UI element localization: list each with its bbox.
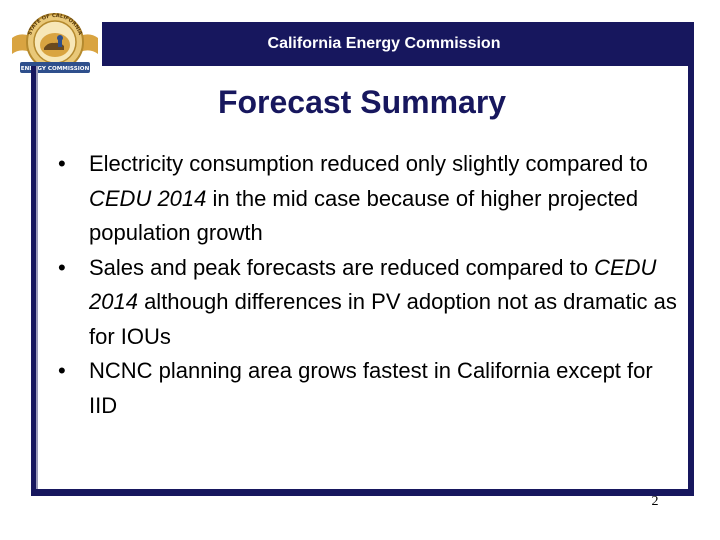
state-of-california-energy-commission-seal-icon: STATE OF CALIFORNIA ENERGY COMMISSION — [12, 13, 98, 73]
slide-title: Forecast Summary — [217, 84, 507, 120]
emphasis-text: CEDU 2014 — [89, 254, 657, 315]
emphasis-text: CEDU 2014 — [89, 185, 207, 211]
bullet-text: Sales and peak forecasts are reduced com… — [89, 254, 677, 349]
slide-frame-left-border — [31, 66, 36, 496]
svg-text:ENERGY COMMISSION: ENERGY COMMISSION — [21, 66, 90, 72]
header-title: California Energy Commission — [267, 35, 501, 52]
header-bar: California Energy Commission — [102, 22, 694, 66]
bullet-marker: • — [58, 358, 66, 383]
bullet-marker: • — [58, 151, 66, 176]
bullet-marker: • — [58, 254, 66, 280]
bullet-item: • NCNC planning area grows fastest in Ca… — [58, 354, 678, 423]
slide-frame-right-border — [688, 22, 694, 496]
slide-frame-left-shadow — [36, 66, 38, 489]
energy-commission-seal-logo: STATE OF CALIFORNIA ENERGY COMMISSION — [8, 12, 102, 80]
bullet-text: Electricity consumption reduced only sli… — [89, 151, 648, 245]
bullet-list: • Electricity consumption reduced only s… — [58, 147, 678, 423]
bullet-item: • Electricity consumption reduced only s… — [58, 147, 678, 251]
bullet-item: • Sales and peak forecasts are reduced c… — [58, 251, 678, 355]
page-number: 2 — [651, 494, 659, 509]
bullet-text: NCNC planning area grows fastest in Cali… — [89, 358, 653, 418]
slide-frame-bottom-border — [31, 489, 694, 496]
